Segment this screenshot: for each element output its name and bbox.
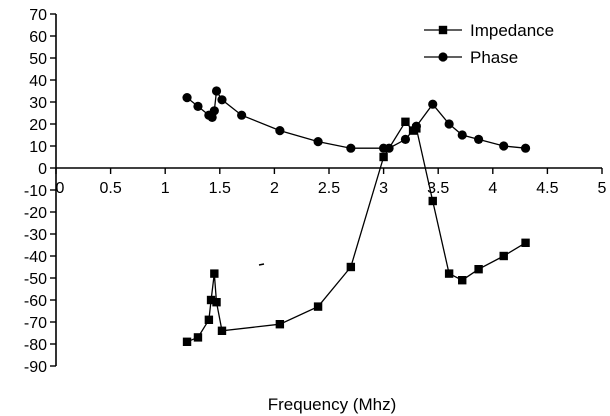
x-tick-label: 3.5 (427, 180, 449, 197)
series-group (182, 86, 531, 346)
y-tick-label: -10 (24, 183, 47, 200)
impedance-point (313, 302, 323, 311)
phase-point (182, 93, 192, 103)
impedance-point (346, 262, 356, 272)
phase-point (457, 130, 467, 140)
impedance-point (458, 276, 467, 285)
x-tick-label: 4 (488, 180, 497, 197)
y-tick-label: 10 (29, 139, 47, 156)
impedance-point (499, 251, 508, 261)
phase-point (400, 134, 411, 144)
y-tick-label: 60 (29, 29, 47, 46)
y-tick-label: 50 (29, 51, 47, 68)
x-tick-label: 2.5 (318, 180, 340, 197)
legend: Impedance Phase (424, 21, 554, 67)
impedance-point (428, 196, 437, 206)
phase-point (474, 134, 484, 144)
legend-marker-impedance (438, 25, 448, 35)
impedance-point (217, 326, 227, 335)
y-tick-label: -20 (24, 205, 47, 222)
impedance-point (193, 333, 203, 342)
impedance-point (204, 315, 214, 324)
impedance-point (210, 269, 219, 278)
y-tick-label: -30 (24, 227, 47, 244)
impedance-line (186, 120, 526, 343)
y-tick-label: 20 (29, 117, 47, 134)
y-tick-label: -70 (24, 315, 47, 332)
legend-label-impedance: Impedance (470, 21, 554, 40)
phase-point (237, 110, 247, 120)
y-tick-label: 40 (29, 73, 47, 90)
y-tick-label: 0 (38, 161, 47, 178)
x-axis-title: Frequency (Mhz) (268, 395, 396, 414)
legend-label-phase: Phase (470, 48, 518, 67)
impedance-point (474, 265, 483, 274)
phase-series (182, 86, 531, 153)
y-tick-label: -60 (24, 293, 47, 310)
phase-point (346, 143, 356, 153)
impedance-point (206, 295, 216, 305)
legend-item-impedance: Impedance (424, 21, 554, 40)
phase-point (384, 143, 394, 153)
phase-point (275, 126, 285, 136)
phase-point (209, 106, 219, 116)
impedance-point (444, 269, 454, 278)
phase-point (193, 101, 203, 111)
y-tick-label: 70 (29, 7, 47, 24)
impedance-point (275, 320, 285, 329)
stray-mark (258, 263, 265, 266)
phase-point (313, 137, 323, 147)
y-tick-label: 30 (29, 95, 47, 112)
impedance-point (379, 152, 388, 162)
phase-point (520, 143, 531, 153)
x-tick-label: 5 (598, 180, 607, 197)
impedance-point (521, 238, 530, 247)
phase-point (444, 119, 454, 129)
impedance-series (182, 117, 530, 346)
phase-point (217, 95, 227, 105)
x-tick-label: 0 (56, 180, 65, 197)
x-tick-label: 3 (379, 180, 388, 197)
y-tick-label: -40 (24, 249, 47, 266)
y-tick-label: -90 (24, 359, 47, 376)
x-tick-label: 1 (161, 180, 170, 197)
x-tick-label: 4.5 (536, 180, 558, 197)
impedance-point (212, 298, 221, 307)
impedance-point (182, 337, 192, 346)
y-tick-label: -50 (24, 271, 47, 288)
phase-point (211, 86, 222, 96)
legend-marker-phase (438, 52, 448, 62)
axes: 706050403020100-10-20-30-40-50-60-70-80-… (24, 7, 607, 376)
x-tick-label: 2 (270, 180, 279, 197)
x-tick-label: 0.5 (99, 180, 121, 197)
phase-point (428, 99, 438, 109)
phase-point (499, 141, 509, 151)
y-tick-label: -80 (24, 337, 47, 354)
impedance-point (401, 117, 410, 126)
x-tick-label: 1.5 (209, 180, 231, 197)
phase-point (411, 121, 421, 131)
legend-item-phase: Phase (424, 48, 518, 67)
